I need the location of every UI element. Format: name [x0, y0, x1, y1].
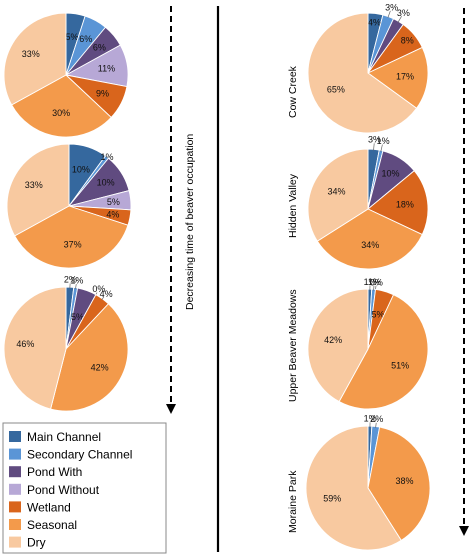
legend: Main Channel Secondary Channel Pond With Po… — [2, 422, 167, 554]
slice-dry — [307, 12, 418, 134]
slice-label: 3% — [368, 135, 381, 145]
right-pie-1: 3%1% 10% 18% 34% 34% — [307, 135, 429, 270]
slice-label: 33% — [25, 180, 43, 190]
left-pie-2: 2%1% 5% 0%4% 42% 46% — [3, 275, 129, 412]
right-arrow-head — [459, 526, 469, 536]
slice-label: 34% — [327, 187, 345, 197]
slice-label: 2% — [64, 275, 77, 285]
site-label-hidden-valley: Hidden Valley — [287, 173, 299, 238]
left-pie-1: 10% 1% 10% 5% 4% 37% 33% — [6, 143, 132, 269]
legend-label: Secondary Channel — [27, 448, 132, 462]
slice-label: 51% — [391, 360, 409, 370]
left-arrow-head — [166, 404, 176, 414]
slice-label: 6% — [93, 42, 106, 52]
legend-swatch — [9, 536, 21, 548]
slice-seasonal — [14, 205, 129, 269]
label-leader-line — [387, 10, 391, 18]
slice-label: 18% — [396, 199, 414, 209]
slice-label: 42% — [91, 363, 109, 373]
legend-box — [2, 422, 167, 554]
left-pie-group: 5% 6%6%11%9%30%33%10%1%10%5%4%37%33%2%1%5… — [3, 12, 132, 412]
legend-swatch — [9, 483, 21, 495]
site-label-upper-beaver-meadows: Upper Beaver Meadows — [287, 289, 299, 402]
legend-label: Dry — [27, 536, 46, 550]
slice-label: 5% — [372, 309, 385, 319]
slice-label: 10% — [381, 169, 399, 179]
site-label-cow-creek: Cow Creek — [287, 65, 299, 118]
slice-dry — [3, 286, 67, 410]
legend-label: Main Channel — [27, 430, 101, 444]
right-pie-0: 4% 3%3% 8% 17% 65% — [307, 3, 429, 134]
slice-label: 38% — [396, 476, 414, 486]
legend-swatch — [9, 501, 21, 513]
label-leader-line — [75, 284, 77, 290]
label-leader-line — [397, 16, 402, 23]
slice-label: 59% — [323, 493, 341, 503]
slice-label: 1% — [70, 275, 83, 285]
slice-label: 0% — [370, 277, 383, 287]
slice-seasonal — [11, 74, 112, 138]
slice-label: 30% — [52, 108, 70, 118]
left-arrow-label: Decreasing time of beaver occupation — [184, 134, 196, 310]
slice-dry — [307, 288, 369, 403]
slice-label: 1% — [377, 136, 390, 146]
site-label-moraine-park: Moraine Park — [287, 470, 299, 533]
slice-label: 0% — [92, 284, 105, 294]
slice-seasonal — [50, 303, 129, 412]
label-leader-line — [373, 143, 375, 151]
slice-label: 5% — [66, 32, 79, 42]
slice-label: 3% — [385, 3, 398, 13]
slice-label: 4% — [368, 17, 381, 27]
legend-swatch — [9, 466, 21, 478]
slice-label: 1% — [364, 277, 377, 287]
slice-label: 5% — [71, 312, 84, 322]
slice-label: 17% — [396, 72, 414, 82]
slice-wetland — [367, 170, 429, 236]
slice-label: 2% — [370, 414, 383, 424]
slice-seasonal — [367, 46, 429, 109]
slice-label: 42% — [324, 335, 342, 345]
slice-label: 10% — [72, 164, 90, 174]
label-leader-line — [380, 144, 383, 152]
slice-dry — [305, 425, 402, 551]
right-pie-group: 4%3%3%8%17%65%3%1%10%18%34%34%1%1%0%5%51… — [305, 3, 431, 551]
slice-dry — [6, 143, 70, 237]
slice-label: 46% — [16, 339, 34, 349]
slice-dry — [3, 12, 67, 106]
legend-swatch — [9, 431, 21, 442]
slice-label: 10% — [97, 178, 115, 188]
slice-label: 4% — [100, 289, 113, 299]
slice-dry — [307, 148, 369, 242]
label-leader-line — [375, 422, 377, 428]
legend-swatch — [9, 519, 21, 530]
slice-label: 1% — [100, 152, 113, 162]
slice-label: 9% — [96, 89, 109, 99]
slice-label: 3% — [397, 8, 410, 18]
label-leader-line — [101, 296, 105, 301]
legend-label: Pond Without — [27, 483, 100, 497]
slice-label: 33% — [22, 49, 40, 59]
slice-label: 1% — [368, 277, 381, 287]
legend-swatch — [9, 448, 21, 460]
legend-label: Seasonal — [27, 518, 77, 532]
slice-seasonal — [338, 294, 429, 410]
slice-label: 37% — [64, 239, 82, 249]
legend-label: Pond With — [27, 465, 82, 479]
slice-label: 4% — [106, 209, 119, 219]
slice-label: 5% — [107, 197, 120, 207]
slice-seasonal — [316, 208, 423, 270]
slice-label: 11% — [98, 64, 115, 74]
slice-label: 1% — [364, 414, 377, 424]
right-pie-2: 1%1%0% 5% 51% 42% — [307, 277, 429, 410]
right-pie-3: 1%2% 38% 59% — [305, 414, 431, 551]
slice-label: 65% — [327, 84, 345, 94]
slice-label: 8% — [401, 35, 414, 45]
slice-label: 6% — [79, 34, 92, 44]
left-pie-0: 5% 6%6%11%9%30%33% — [3, 12, 129, 138]
slice-label: 34% — [361, 240, 379, 250]
legend-label: Wetland — [27, 500, 71, 514]
